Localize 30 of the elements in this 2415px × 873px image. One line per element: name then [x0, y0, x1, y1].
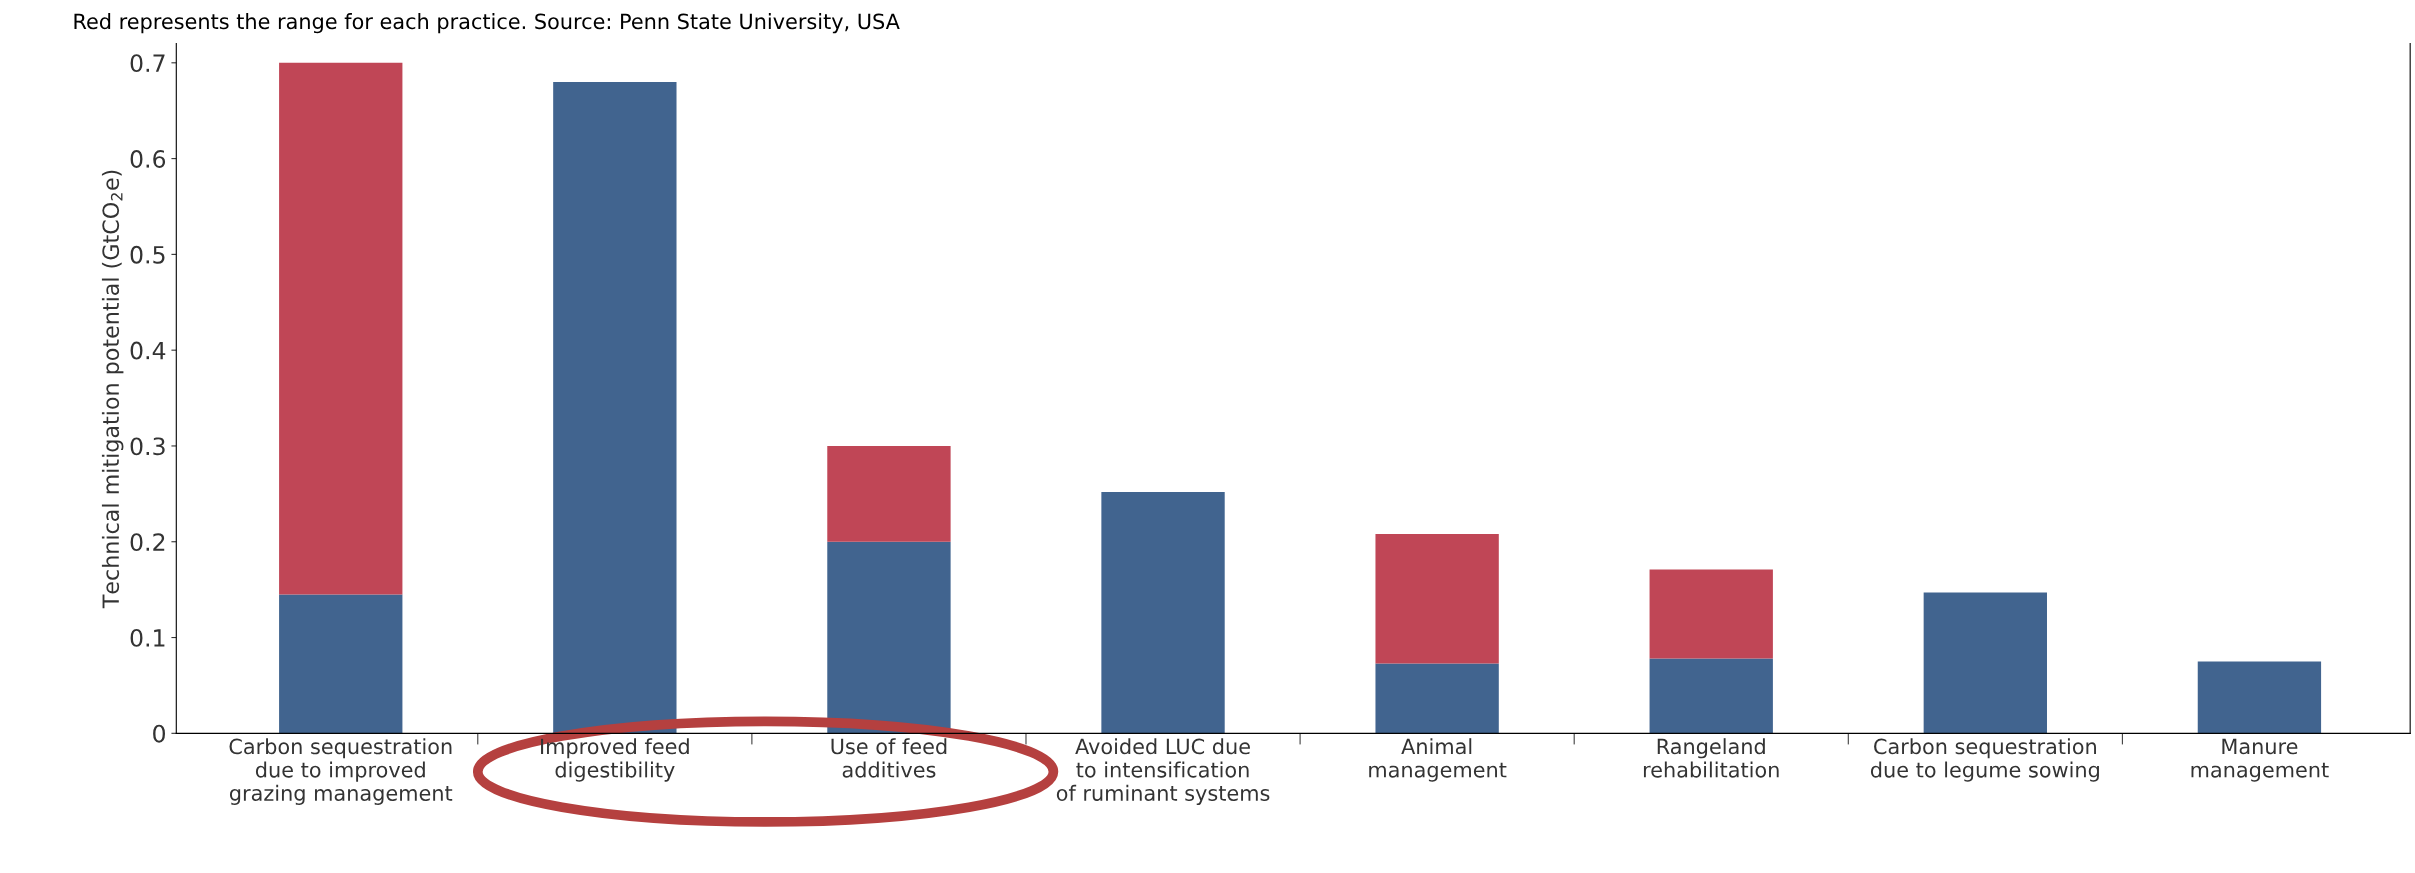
bar	[1375, 534, 1499, 664]
bar	[279, 62, 403, 595]
x-tick-label: Carbon sequestration due to legume sowing	[1870, 738, 2099, 782]
x-tick-label: Use of feed additives	[831, 738, 947, 778]
bar	[553, 81, 677, 734]
y-tick-label: 0.7	[130, 54, 165, 73]
bar	[1375, 663, 1499, 734]
x-tick-label: Rangeland rehabilitation	[1643, 738, 1779, 778]
x-tick-label: Improved feed digestibility	[541, 738, 689, 782]
bar	[827, 541, 951, 734]
y-tick-label: 0.5	[130, 245, 165, 264]
bar	[1101, 491, 1225, 734]
y-tick-label: 0	[153, 724, 165, 743]
y-axis-title: Technical mitigation potential (GtCO$_{2}$e)	[101, 170, 124, 609]
bar	[2197, 661, 2322, 734]
y-tick-label: 0.4	[130, 341, 166, 360]
text: Red represents the range for each practice. Source: Penn State University, USA	[74, 13, 900, 34]
x-tick-label: Manure management	[2191, 738, 2329, 782]
x-tick-label: Carbon sequestration due to improved grazing management	[229, 738, 453, 805]
y-tick-label: 0.6	[130, 150, 166, 168]
y-tick-label: 0.2	[130, 533, 165, 552]
bar	[279, 594, 403, 734]
y-tick-label: 0.3	[130, 437, 165, 456]
bar	[1923, 592, 2047, 734]
bar	[1649, 658, 1773, 734]
y-tick-label: 0.1	[130, 628, 165, 647]
x-tick-label: Animal management	[1369, 738, 1507, 782]
bar	[1649, 569, 1773, 659]
x-tick-label: Avoided LUC due to intensification of ruminant systems	[1056, 738, 1270, 805]
bar	[827, 445, 951, 542]
